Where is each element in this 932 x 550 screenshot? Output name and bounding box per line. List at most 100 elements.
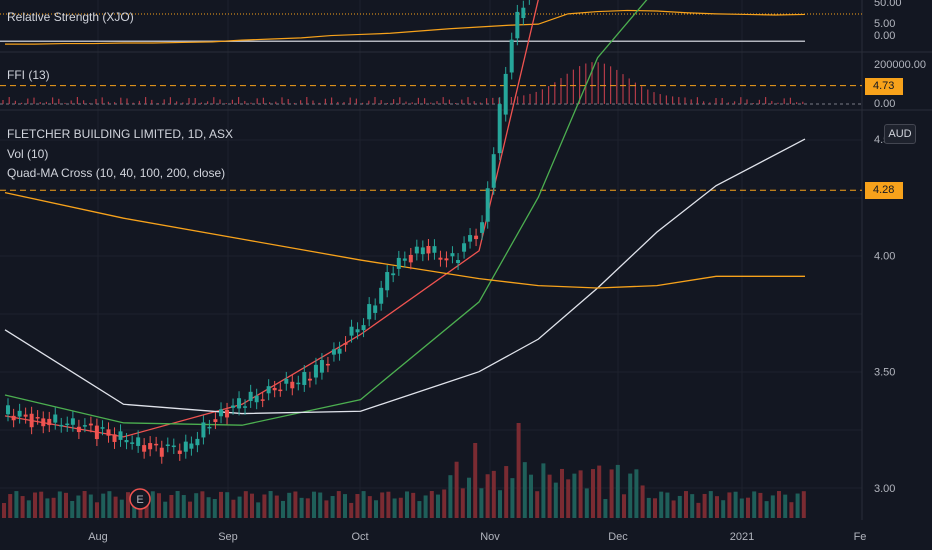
volume-bar	[119, 499, 124, 518]
volume-bar	[566, 479, 571, 518]
volume-bar	[659, 491, 664, 518]
candle-up	[130, 442, 135, 444]
volume-bar	[535, 491, 540, 518]
volume-bar	[318, 492, 323, 518]
volume-bar	[144, 497, 149, 518]
candle-down	[213, 419, 218, 423]
time-tick-label: Oct	[351, 531, 368, 543]
volume-bar	[485, 474, 490, 518]
volume-bar	[764, 501, 769, 518]
earnings-event-marker	[129, 488, 151, 510]
candle-up	[355, 329, 360, 333]
candle-up	[136, 437, 141, 446]
candle-up	[331, 349, 336, 355]
volume-bar	[45, 498, 50, 518]
volume-bar	[789, 502, 794, 518]
volume-bar	[758, 492, 763, 518]
rs-line	[5, 9, 806, 45]
candle-up	[414, 246, 419, 254]
volume-bar	[281, 500, 285, 518]
volume-bar	[57, 491, 62, 518]
ffi-label: FFI (13)	[7, 68, 50, 82]
candle-up	[296, 382, 301, 385]
volume-bar	[640, 485, 645, 518]
volume-bar	[206, 497, 211, 518]
volume-bar	[634, 469, 639, 518]
ffi-tick-label: 200000.00	[874, 59, 926, 71]
volume-bar	[330, 496, 335, 518]
price-axis: 6.005.505.004.504.003.503.0050.000.00200…	[874, 0, 926, 495]
candle-down	[142, 445, 147, 452]
candle-up	[396, 257, 401, 269]
volume-bar	[436, 494, 440, 518]
candle-up	[462, 243, 467, 252]
candle-up	[165, 444, 170, 447]
candle-down	[260, 399, 265, 401]
currency-button[interactable]: AUD	[884, 124, 916, 144]
volume-bar	[39, 491, 44, 518]
volume-bar	[498, 490, 502, 518]
volume-bar	[405, 491, 409, 518]
candle-up	[254, 395, 259, 403]
time-tick-label: 2021	[730, 531, 754, 543]
volume-bar	[157, 493, 161, 518]
candle-down	[159, 447, 164, 457]
candle-down	[444, 258, 449, 261]
volume-bar	[243, 491, 248, 518]
volume-bar	[454, 461, 459, 518]
volume-bar	[783, 494, 788, 518]
candle-up	[237, 398, 242, 409]
volume-bar	[8, 494, 13, 518]
candle-down	[23, 414, 28, 417]
volume-bar	[423, 495, 428, 518]
candle-up	[450, 253, 455, 257]
candle-up	[485, 188, 490, 222]
volume-bar	[200, 491, 205, 518]
volume-bar	[696, 502, 701, 518]
volume-bar	[715, 496, 719, 518]
volume-bar	[615, 464, 620, 518]
volume-bar	[473, 443, 478, 518]
volume-bar	[169, 494, 174, 518]
volume-label[interactable]: Vol (10)	[7, 147, 49, 161]
horizontal-levels	[0, 85, 862, 191]
volume-bar	[225, 492, 230, 518]
candle-up	[59, 424, 64, 427]
volume-bar	[374, 500, 378, 518]
volume-bar	[516, 423, 521, 518]
candle-up	[497, 104, 502, 154]
candle-up	[319, 360, 324, 373]
quad-ma-label[interactable]: Quad-MA Cross (10, 40, 100, 200, close)	[7, 166, 226, 180]
volume-bar	[51, 497, 56, 518]
candle-down	[474, 235, 479, 240]
volume-bar	[88, 494, 93, 518]
candle-up	[6, 405, 10, 415]
candle-down	[11, 415, 16, 421]
volume-bar	[181, 495, 186, 518]
volume-bar	[398, 497, 403, 518]
volume-bar	[293, 491, 298, 518]
chart-grid	[0, 0, 932, 520]
volume-bar	[479, 488, 484, 518]
volume-bar	[628, 473, 633, 518]
volume-bar	[529, 474, 533, 518]
volume-bar	[442, 489, 447, 518]
candle-down	[106, 429, 111, 436]
candle-up	[82, 425, 87, 427]
volume-bar	[386, 491, 391, 518]
volume-bar	[82, 491, 87, 518]
price-candles[interactable]: E	[6, 0, 809, 510]
volume-bar	[733, 491, 738, 518]
volume-bar	[801, 491, 806, 518]
time-axis: Aug Sep Oct Nov Dec 2021 Fe	[88, 531, 866, 543]
ma-line-ma10	[4, 0, 539, 438]
volume-bar	[219, 491, 223, 518]
volume-bar	[163, 501, 168, 518]
symbol-title[interactable]: FLETCHER BUILDING LIMITED, 1D, ASX	[7, 127, 234, 141]
ffi-tick-label: 0.00	[874, 98, 895, 110]
volume-bar	[646, 497, 651, 518]
ffi-pane	[0, 62, 862, 105]
candle-down	[94, 425, 99, 440]
volume-bar	[262, 494, 267, 518]
